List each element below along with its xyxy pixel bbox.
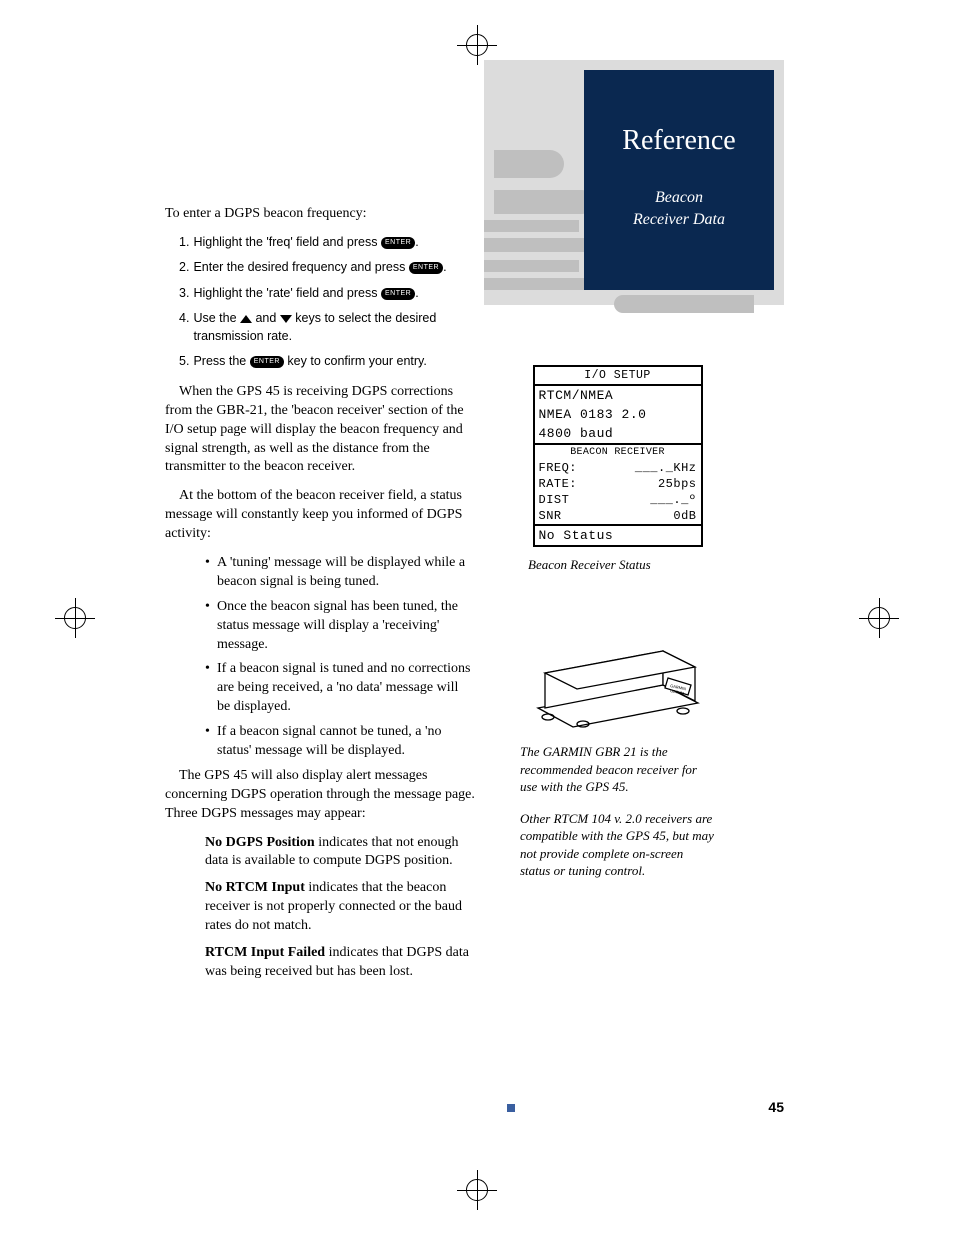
enter-key-icon: ENTER <box>409 262 443 274</box>
page-marker-icon <box>507 1104 515 1112</box>
paragraph-3: The GPS 45 will also display alert messa… <box>165 767 475 824</box>
crop-mark-bottom <box>457 1170 497 1210</box>
lcd-row: FREQ:___._KHz <box>535 460 701 476</box>
crop-mark-top <box>457 25 497 65</box>
lcd-row: SNR0dB <box>535 508 701 524</box>
def-item: RTCM Input Failed indicates that DGPS da… <box>205 944 475 982</box>
down-arrow-icon <box>280 315 292 323</box>
main-column: To enter a DGPS beacon frequency: 1.High… <box>165 205 475 990</box>
intro-text: To enter a DGPS beacon frequency: <box>165 205 475 224</box>
lcd-title: I/O SETUP <box>535 367 701 386</box>
sidebar-column: I/O SETUP RTCM/NMEA NMEA 0183 2.0 4800 b… <box>520 365 715 894</box>
lcd-row: RATE:25bps <box>535 476 701 492</box>
lcd-line-2: NMEA 0183 2.0 <box>535 405 701 424</box>
step-1: 1.Highlight the 'freq' field and press E… <box>179 234 475 252</box>
page-number: 45 <box>768 1099 784 1115</box>
reference-box-inner: Reference Beacon Receiver Data <box>584 70 774 290</box>
step-4: 4.Use the and keys to select the desired… <box>179 310 475 345</box>
lcd-screen: I/O SETUP RTCM/NMEA NMEA 0183 2.0 4800 b… <box>533 365 703 547</box>
bullet-list: A 'tuning' message will be displayed whi… <box>205 554 475 761</box>
bullet-item: Once the beacon signal has been tuned, t… <box>205 598 475 655</box>
enter-key-icon: ENTER <box>381 288 415 300</box>
lcd-line-1: RTCM/NMEA <box>535 386 701 405</box>
reference-subtitle: Beacon Receiver Data <box>584 187 774 230</box>
enter-key-icon: ENTER <box>250 356 284 368</box>
def-item: No RTCM Input indicates that the beacon … <box>205 879 475 936</box>
reference-title: Reference <box>584 125 774 157</box>
lcd-caption: Beacon Receiver Status <box>528 557 715 573</box>
reference-box: Reference Beacon Receiver Data <box>484 60 784 305</box>
step-2: 2.Enter the desired frequency and press … <box>179 259 475 277</box>
page: Reference Beacon Receiver Data To enter … <box>0 0 954 1235</box>
device-illustration: GARMIN GBR 21 <box>533 623 703 733</box>
lcd-line-3: 4800 baud <box>535 424 701 443</box>
step-5: 5.Press the ENTER key to confirm your en… <box>179 353 475 371</box>
bullet-item: If a beacon signal cannot be tuned, a 'n… <box>205 723 475 761</box>
enter-key-icon: ENTER <box>381 237 415 249</box>
lcd-section-label: BEACON RECEIVER <box>535 445 701 460</box>
definitions: No DGPS Position indicates that not enou… <box>205 834 475 982</box>
step-3: 3.Highlight the 'rate' field and press E… <box>179 285 475 303</box>
reference-subtitle-l1: Beacon <box>655 189 703 206</box>
bullet-item: If a beacon signal is tuned and no corre… <box>205 660 475 717</box>
steps-list: 1.Highlight the 'freq' field and press E… <box>179 234 475 371</box>
side-note-2: Other RTCM 104 v. 2.0 receivers are comp… <box>520 810 715 880</box>
crop-mark-right <box>859 598 899 638</box>
def-item: No DGPS Position indicates that not enou… <box>205 834 475 872</box>
side-note-1: The GARMIN GBR 21 is the recommended bea… <box>520 743 715 796</box>
reference-subtitle-l2: Receiver Data <box>633 211 725 228</box>
lcd-row: DIST___._º <box>535 492 701 508</box>
paragraph-2: At the bottom of the beacon receiver fie… <box>165 487 475 544</box>
crop-mark-left <box>55 598 95 638</box>
up-arrow-icon <box>240 315 252 323</box>
lcd-status: No Status <box>535 526 701 545</box>
paragraph-1: When the GPS 45 is receiving DGPS correc… <box>165 383 475 477</box>
bullet-item: A 'tuning' message will be displayed whi… <box>205 554 475 592</box>
